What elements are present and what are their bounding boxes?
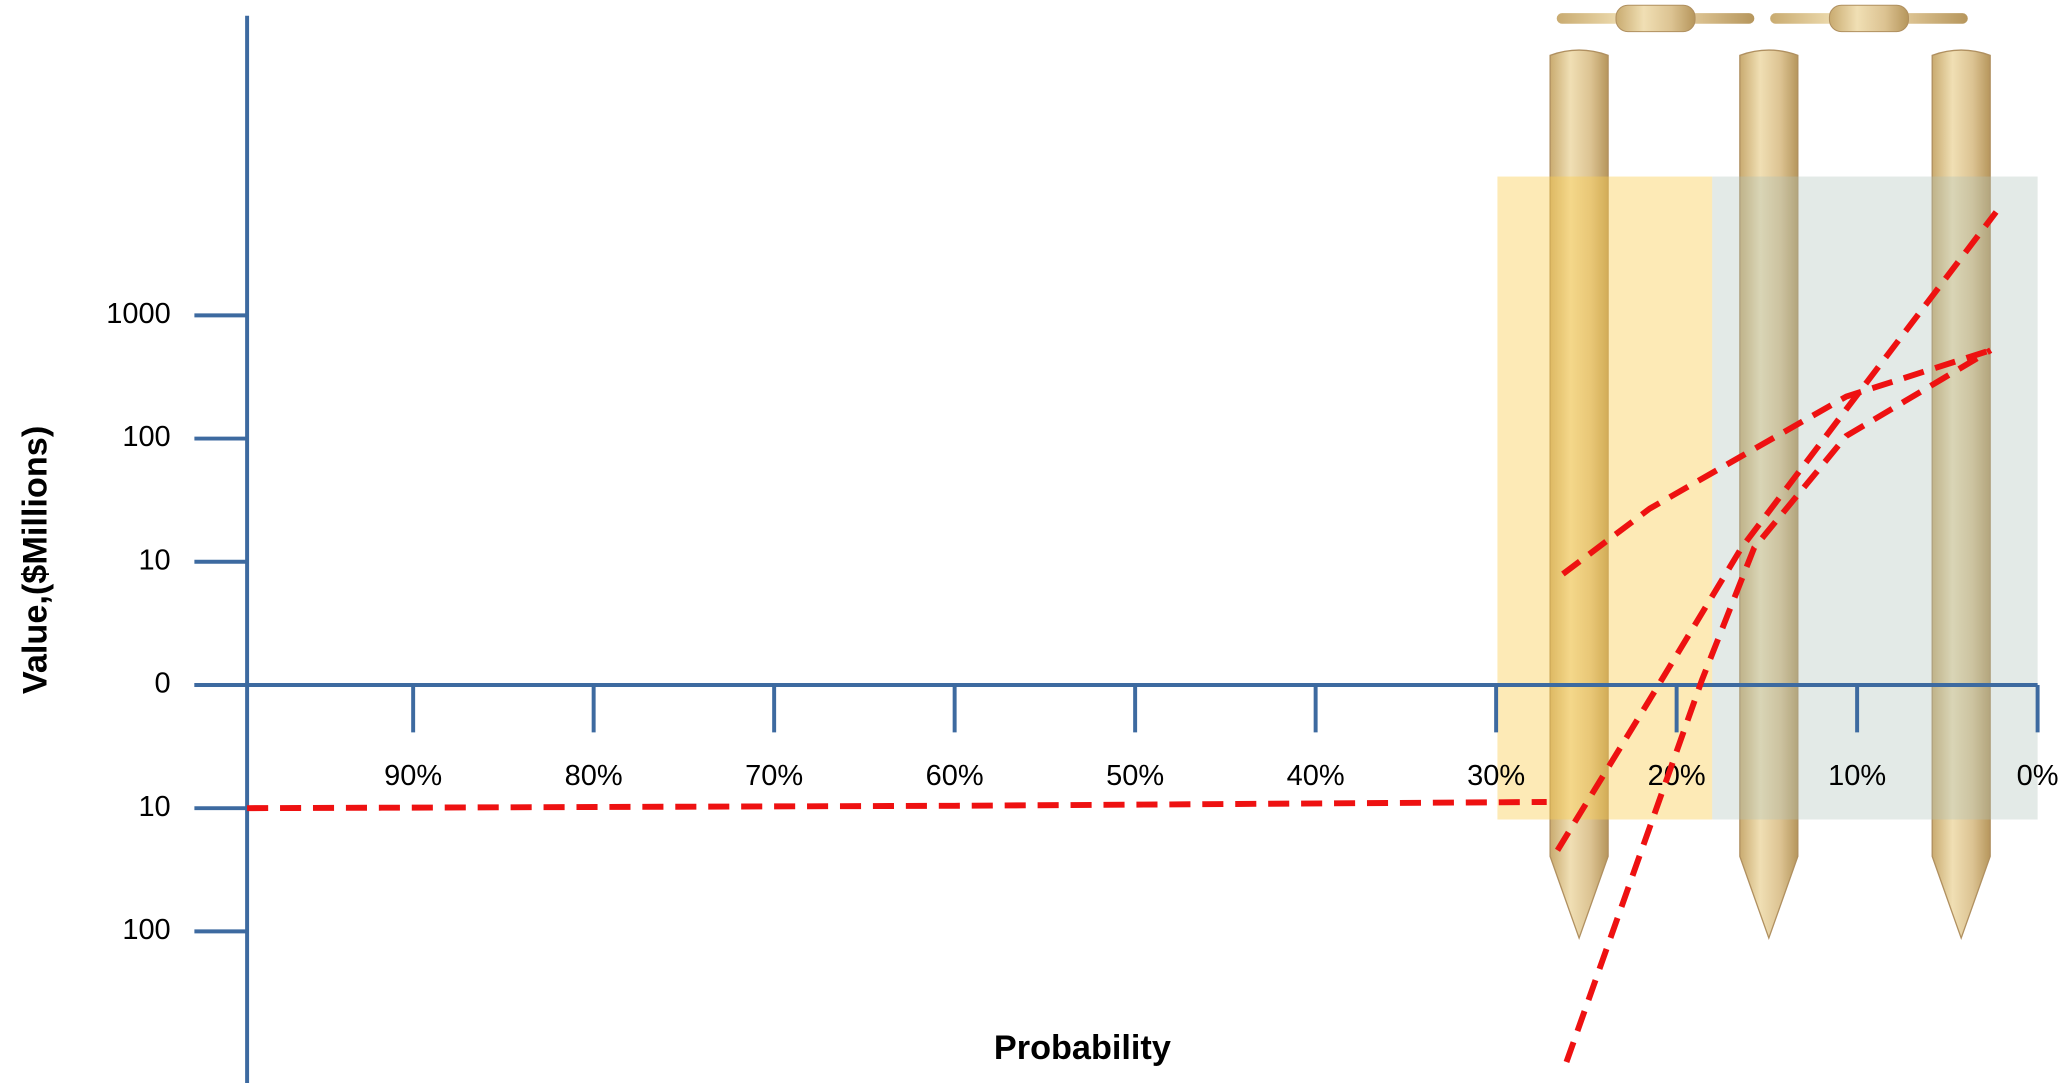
x-tick-label: 60% — [926, 760, 984, 792]
x-tick-label: 50% — [1106, 760, 1164, 792]
y-tick-label: 100 — [122, 421, 170, 453]
x-tick-label: 10% — [1828, 760, 1886, 792]
x-axis-title: Probability — [994, 1029, 1171, 1067]
x-tick-label: 30% — [1467, 760, 1525, 792]
highlight-zone — [1712, 176, 2038, 820]
x-tick-label: 40% — [1287, 760, 1345, 792]
y-tick-label: 100 — [122, 914, 170, 946]
series-line — [1561, 347, 1992, 577]
x-tick-label: 80% — [565, 760, 623, 792]
highlight-zone — [1497, 176, 1713, 820]
y-axis-title: Value,($Millions) — [17, 426, 55, 694]
y-tick-label: 10 — [138, 791, 170, 823]
y-tick-label: 10 — [138, 544, 170, 576]
y-tick-label: 1000 — [106, 298, 170, 330]
x-tick-label: 70% — [745, 760, 803, 792]
series-line — [1563, 347, 1993, 1064]
x-tick-label: 0% — [2017, 760, 2059, 792]
x-tick-label: 90% — [384, 760, 442, 792]
x-tick-label: 20% — [1648, 760, 1706, 792]
y-tick-label: 0 — [155, 668, 171, 700]
series-line — [1554, 210, 1999, 852]
series-line — [247, 799, 1547, 812]
